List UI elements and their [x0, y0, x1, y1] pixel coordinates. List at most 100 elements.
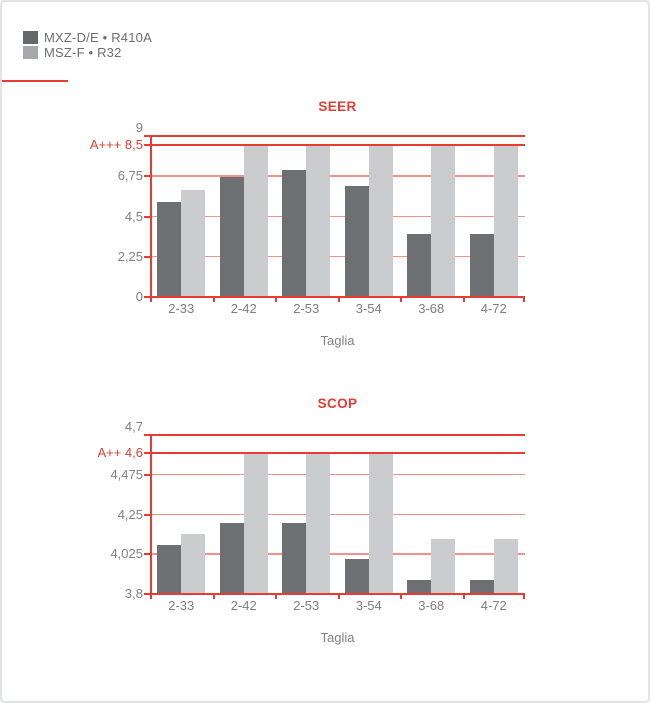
x-axis-title: Taglia — [320, 630, 355, 645]
x-tick-label: 2-33 — [168, 598, 195, 613]
bar-2-42-mxz — [219, 177, 244, 297]
y-tick-label: 4,7 — [124, 419, 143, 434]
y-axis-tick — [144, 135, 150, 137]
bar-3-54-msz — [368, 452, 393, 594]
y-axis-tick — [144, 175, 150, 178]
legend-item-mxz: MXZ-D/E • R410A — [23, 30, 152, 45]
y-tick-label: 6,75 — [117, 168, 143, 184]
y-axis-tick — [144, 473, 150, 476]
chart-title: SCOP — [317, 396, 358, 411]
x-axis-tick — [337, 594, 340, 599]
x-tick-label: 2-42 — [230, 598, 257, 613]
y-tick-label: 4,5 — [124, 208, 143, 224]
x-tick-label: 4-72 — [480, 598, 507, 613]
x-axis-tick — [400, 297, 402, 302]
chart-title: SEER — [318, 99, 357, 114]
bar-4-72-mxz — [469, 234, 494, 297]
gridline — [150, 215, 525, 217]
x-tick-label: 3-54 — [355, 598, 382, 613]
plot-area — [144, 434, 525, 599]
x-axis-line — [150, 593, 525, 595]
y-axis-tick — [144, 255, 150, 258]
y-axis-tick — [144, 593, 150, 595]
x-axis-tick — [275, 297, 277, 302]
rating-label: A+++ 8,5 — [89, 136, 143, 152]
y-axis-line — [150, 435, 152, 594]
bar-2-42-mxz — [219, 523, 244, 594]
x-axis-tick — [523, 594, 525, 599]
bar-2-53-mxz — [282, 170, 307, 297]
bar-3-68-mxz — [407, 579, 432, 594]
x-tick-label: 4-72 — [480, 301, 507, 316]
y-tick-label: 0 — [135, 289, 143, 304]
y-tick-label: 9 — [135, 120, 143, 135]
y-tick-label: 3,8 — [124, 586, 143, 601]
y-axis-tick — [144, 513, 150, 516]
x-axis-tick — [275, 594, 277, 599]
x-tick-label: 2-53 — [293, 598, 320, 613]
gridline — [150, 513, 525, 515]
legend-swatch-light-icon — [23, 46, 38, 59]
bar-2-33-mxz — [157, 202, 182, 297]
seer-chart: SEER 9 6,75 4,5 2,25 0 A+++ 8,5 2-33 2-42 2-53 3-5… — [2, 99, 648, 364]
legend-label-msz: MSZ-F • R32 — [44, 45, 122, 60]
x-axis-tick — [400, 594, 402, 599]
x-axis-tick — [150, 297, 152, 302]
gridline — [150, 255, 525, 258]
bar-3-68-msz — [431, 539, 456, 594]
y-tick-label: 2,25 — [117, 248, 143, 264]
scop-chart: SCOP 4,7 4,475 4,25 4,025 3,8 A++ 4,6 2-33 2-42 2… — [2, 396, 648, 661]
x-tick-label: 2-53 — [293, 301, 320, 316]
bar-2-33-msz — [181, 533, 206, 594]
bar-2-53-msz — [306, 452, 331, 594]
x-axis-tick — [150, 594, 152, 599]
bar-3-54-mxz — [344, 186, 369, 297]
y-tick-label: 4,25 — [117, 506, 143, 522]
x-axis-tick — [523, 297, 525, 302]
x-axis-line — [150, 296, 525, 298]
y-axis-tick — [144, 215, 150, 218]
x-tick-label: 3-68 — [418, 598, 445, 613]
bar-2-53-mxz — [282, 523, 307, 594]
legend: MXZ-D/E • R410A MSZ-F • R32 — [23, 30, 152, 60]
gridline — [150, 175, 525, 177]
bar-4-72-mxz — [469, 579, 494, 594]
gridline — [150, 434, 525, 436]
gridline — [150, 553, 525, 555]
y-tick-label: 4,025 — [110, 546, 143, 562]
x-axis-tick — [212, 297, 215, 302]
x-tick-label: 2-42 — [230, 301, 257, 316]
gridline — [150, 473, 525, 476]
legend-underline — [2, 80, 68, 82]
bar-2-53-msz — [306, 144, 331, 297]
y-tick-label: 4,475 — [110, 466, 143, 482]
bar-3-54-mxz — [344, 558, 369, 594]
x-axis-tick — [462, 297, 465, 302]
legend-item-msz: MSZ-F • R32 — [23, 45, 152, 60]
legend-swatch-dark-icon — [23, 31, 38, 44]
x-tick-label: 2-33 — [168, 301, 195, 316]
y-axis-tick — [144, 434, 150, 436]
bar-3-68-mxz — [407, 234, 432, 297]
x-axis-tick — [462, 594, 465, 599]
rating-label: A++ 4,6 — [97, 444, 143, 460]
y-axis-tick — [144, 553, 150, 556]
x-axis-tick — [337, 297, 340, 302]
y-axis-tick — [144, 296, 150, 298]
bar-2-33-mxz — [157, 544, 182, 594]
rating-threshold-line — [144, 451, 525, 454]
bar-2-33-msz — [181, 189, 206, 297]
bar-4-72-msz — [493, 539, 518, 594]
x-tick-label: 3-68 — [418, 301, 445, 316]
bar-3-68-msz — [431, 144, 456, 297]
x-axis-title: Taglia — [320, 333, 355, 348]
bar-3-54-msz — [368, 144, 393, 297]
plot-area — [144, 135, 525, 302]
gridline — [150, 135, 525, 137]
legend-label-mxz: MXZ-D/E • R410A — [44, 30, 152, 45]
rating-threshold-line — [144, 143, 525, 146]
x-axis-tick — [212, 594, 215, 599]
bar-2-42-msz — [243, 452, 268, 594]
x-tick-label: 3-54 — [355, 301, 382, 316]
